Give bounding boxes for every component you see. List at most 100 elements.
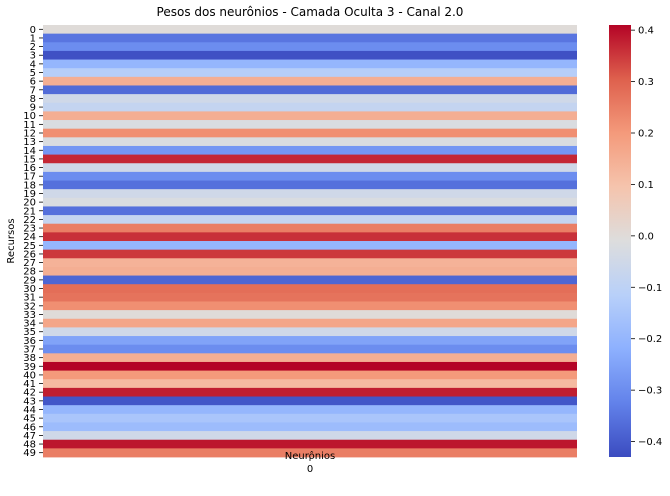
y-tick-label: 21 bbox=[23, 206, 36, 217]
y-tick-label: 7 bbox=[30, 85, 36, 96]
chart-title: Pesos dos neurônios - Camada Oculta 3 - … bbox=[157, 5, 464, 19]
y-tick-label: 36 bbox=[23, 336, 36, 347]
heatmap-cell-23 bbox=[43, 223, 577, 233]
y-tick-label: 17 bbox=[23, 172, 36, 183]
y-tick-label: 15 bbox=[23, 154, 36, 165]
y-tick-label: 3 bbox=[30, 51, 36, 62]
heatmap-cell-19 bbox=[43, 189, 577, 199]
heatmap-cell-12 bbox=[43, 128, 577, 138]
x-axis-ticks: 0 bbox=[307, 457, 313, 475]
y-tick-label: 29 bbox=[23, 275, 36, 286]
y-tick-label: 38 bbox=[23, 353, 36, 364]
y-tick-label: 24 bbox=[23, 232, 36, 243]
heatmap-cell-0 bbox=[43, 25, 577, 35]
colorbar-tick-label: 0.4 bbox=[638, 26, 654, 37]
heatmap-cell-13 bbox=[43, 137, 577, 147]
y-tick-label: 40 bbox=[23, 370, 36, 381]
heatmap-cell-6 bbox=[43, 76, 577, 86]
heatmap-cell-11 bbox=[43, 120, 577, 130]
heatmap-cell-1 bbox=[43, 33, 577, 43]
heatmap-cell-32 bbox=[43, 301, 577, 311]
heatmap-cell-44 bbox=[43, 405, 577, 415]
heatmap-cell-43 bbox=[43, 396, 577, 406]
heatmap-cell-18 bbox=[43, 180, 577, 190]
y-tick-label: 43 bbox=[23, 396, 36, 407]
y-tick-label: 32 bbox=[23, 301, 36, 312]
x-tick-label: 0 bbox=[307, 464, 313, 475]
x-axis-label: Neurônios bbox=[285, 450, 335, 462]
y-tick-label: 0 bbox=[30, 25, 36, 36]
y-tick-label: 44 bbox=[23, 405, 36, 416]
heatmap-cell-39 bbox=[43, 361, 577, 371]
y-tick-label: 49 bbox=[23, 448, 36, 459]
colorbar bbox=[609, 25, 631, 457]
heatmap-cell-24 bbox=[43, 232, 577, 242]
heatmap-cell-42 bbox=[43, 387, 577, 397]
heatmap-cell-33 bbox=[43, 310, 577, 320]
colorbar-ticks: 0.4 0.3 0.2 0.1 0.0 −0.1 −0.2 −0.3 −0.4 bbox=[631, 26, 662, 448]
heatmap-cell-22 bbox=[43, 215, 577, 225]
y-tick-label: 34 bbox=[23, 319, 36, 330]
heatmap-cell-2 bbox=[43, 42, 577, 52]
y-tick-label: 14 bbox=[23, 146, 36, 157]
y-tick-label: 5 bbox=[30, 68, 36, 79]
colorbar-tick-label: −0.3 bbox=[638, 386, 662, 397]
heatmap-cell-21 bbox=[43, 206, 577, 216]
y-tick-label: 1 bbox=[30, 33, 36, 44]
heatmap-cell-29 bbox=[43, 275, 577, 285]
y-tick-label: 42 bbox=[23, 388, 36, 399]
y-tick-label: 46 bbox=[23, 422, 36, 433]
heatmap-cell-10 bbox=[43, 111, 577, 121]
heatmap-cell-35 bbox=[43, 327, 577, 337]
y-tick-label: 27 bbox=[23, 258, 36, 269]
heatmap-cell-14 bbox=[43, 145, 577, 155]
y-tick-label: 37 bbox=[23, 345, 36, 356]
y-tick-label: 47 bbox=[23, 431, 36, 442]
heatmap-cell-8 bbox=[43, 94, 577, 104]
y-tick-label: 26 bbox=[23, 249, 36, 260]
y-tick-label: 10 bbox=[23, 111, 36, 122]
y-tick-label: 45 bbox=[23, 414, 36, 425]
y-tick-label: 6 bbox=[30, 77, 36, 88]
y-tick-label: 13 bbox=[23, 137, 36, 148]
heatmap-cell-27 bbox=[43, 258, 577, 268]
y-tick-label: 28 bbox=[23, 267, 36, 278]
heatmap-cell-26 bbox=[43, 249, 577, 259]
heatmap-cell-5 bbox=[43, 68, 577, 78]
y-axis-ticks: 0123456789101112131415161718192021222324… bbox=[23, 25, 43, 459]
heatmap-cell-3 bbox=[43, 50, 577, 60]
heatmap-cell-15 bbox=[43, 154, 577, 164]
y-tick-label: 18 bbox=[23, 180, 36, 191]
heatmap-cell-7 bbox=[43, 85, 577, 95]
colorbar-tick-label: −0.4 bbox=[638, 437, 662, 448]
y-tick-label: 33 bbox=[23, 310, 36, 321]
heatmap-cell-4 bbox=[43, 59, 577, 69]
y-tick-label: 9 bbox=[30, 103, 36, 114]
heatmap-cell-45 bbox=[43, 413, 577, 423]
heatmap-cell-25 bbox=[43, 241, 577, 251]
heatmap-cell-47 bbox=[43, 431, 577, 441]
heatmap-cell-36 bbox=[43, 336, 577, 346]
colorbar-tick-label: 0.3 bbox=[638, 77, 654, 88]
y-tick-label: 23 bbox=[23, 224, 36, 235]
colorbar-tick-label: −0.1 bbox=[638, 283, 662, 294]
heatmap-cell-31 bbox=[43, 292, 577, 302]
y-tick-label: 11 bbox=[23, 120, 36, 131]
heatmap-cell-34 bbox=[43, 318, 577, 328]
y-tick-label: 22 bbox=[23, 215, 36, 226]
y-tick-label: 35 bbox=[23, 327, 36, 338]
heatmap-cell-48 bbox=[43, 439, 577, 449]
y-tick-label: 25 bbox=[23, 241, 36, 252]
y-tick-label: 30 bbox=[23, 284, 36, 295]
heatmap-cell-17 bbox=[43, 171, 577, 181]
heatmap-cell-16 bbox=[43, 163, 577, 173]
y-tick-label: 19 bbox=[23, 189, 36, 200]
y-tick-label: 12 bbox=[23, 129, 36, 140]
y-tick-label: 4 bbox=[30, 59, 36, 70]
colorbar-tick-label: 0.2 bbox=[638, 129, 654, 140]
colorbar-tick-label: −0.2 bbox=[638, 334, 662, 345]
heatmap-cells bbox=[43, 25, 577, 458]
heatmap-cell-38 bbox=[43, 353, 577, 363]
heatmap-cell-40 bbox=[43, 370, 577, 380]
